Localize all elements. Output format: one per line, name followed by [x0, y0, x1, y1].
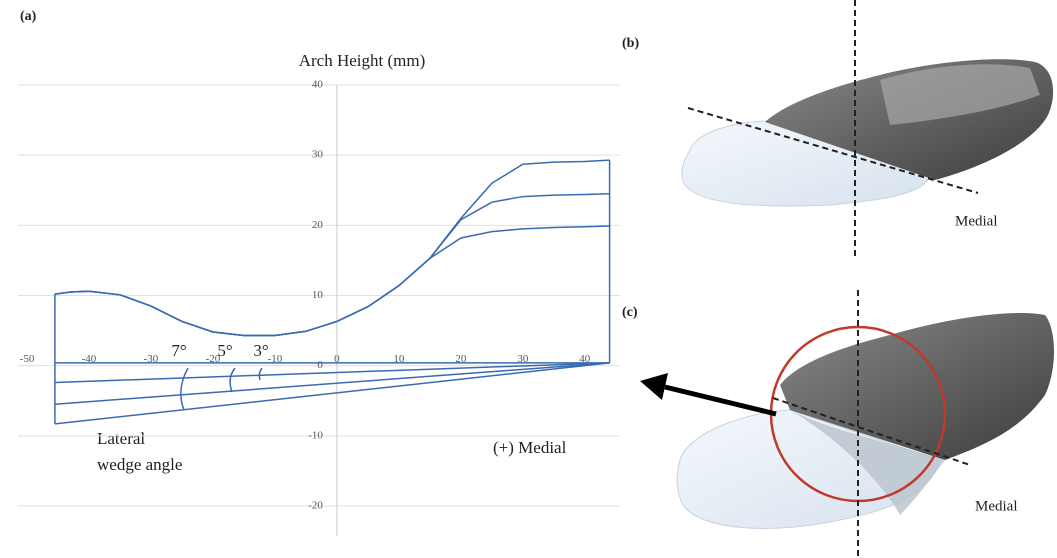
y-tick-label: 40 — [312, 79, 324, 91]
angle-arc — [180, 367, 189, 411]
chart-title: Arch Height (mm) — [299, 51, 426, 70]
x-tick-label: 30 — [517, 353, 529, 365]
y-tick-label: 20 — [312, 219, 324, 231]
annotation: 7° — [171, 341, 186, 360]
x-tick-label: 0 — [334, 353, 340, 365]
y-tick-label: 0 — [317, 359, 323, 371]
annotation: 3° — [253, 341, 268, 360]
annotation: 5° — [217, 341, 232, 360]
panel-label: (c) — [622, 305, 638, 320]
insole-c: Medial — [640, 290, 1054, 558]
x-tick-label: 10 — [393, 353, 405, 365]
x-tick-label: 20 — [455, 353, 467, 365]
image-label: Medial — [975, 498, 1018, 514]
series-line — [54, 225, 610, 337]
series-line — [54, 362, 610, 425]
insole-b: Medial — [681, 0, 1054, 260]
y-tick-label: -10 — [308, 429, 323, 441]
series-line — [54, 193, 610, 337]
y-tick-label: 10 — [312, 289, 324, 301]
x-tick-label: 40 — [579, 353, 591, 365]
annotation: (+) Medial — [493, 438, 567, 457]
annotation: Lateral — [97, 429, 145, 448]
y-tick-label: 30 — [312, 149, 324, 161]
image-label: Medial — [955, 213, 998, 229]
series-line — [54, 362, 610, 406]
angle-arc — [229, 367, 236, 393]
annotation: wedge angle — [97, 455, 182, 474]
series-line — [54, 362, 610, 384]
x-tick-label: -50 — [20, 353, 35, 365]
panel-label: (b) — [622, 36, 639, 51]
series-line — [54, 159, 610, 337]
angle-arc — [258, 367, 263, 381]
panel-label: (a) — [20, 9, 37, 24]
y-tick-label: -20 — [308, 500, 323, 512]
